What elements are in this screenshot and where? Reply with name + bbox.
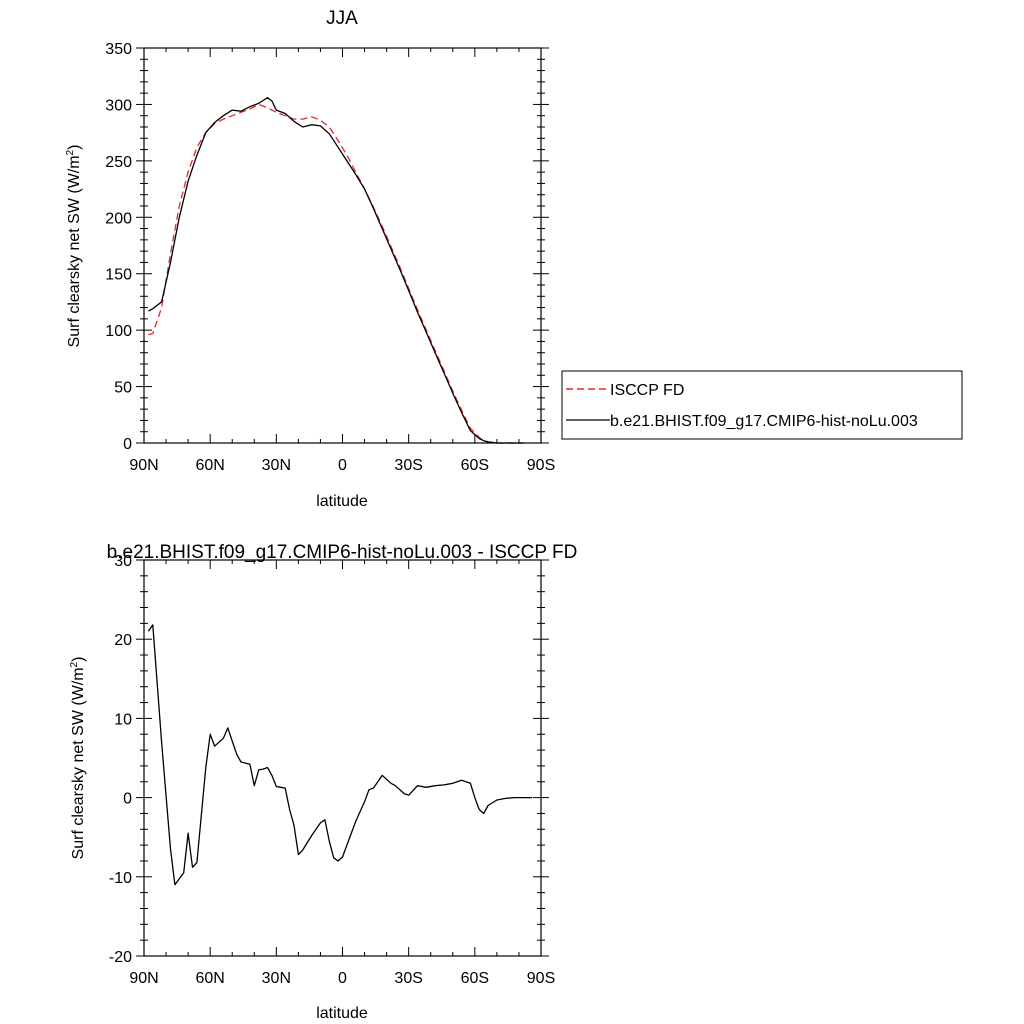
bottom-chart-y-tick-label: -10 — [109, 870, 132, 887]
top-chart-series-line-1 — [148, 97, 524, 444]
bottom-chart-ylabel-main: Surf clearsky net SW (W/m — [70, 667, 87, 859]
top-chart-x-tick-label: 90N — [129, 457, 158, 474]
top-chart-x-tick-label: 90S — [527, 457, 555, 474]
bottom-chart-y-tick-label: 30 — [114, 553, 132, 570]
top-chart-y-tick-labels: 0 50 100 150 200 250 300 350 — [105, 41, 132, 453]
bottom-chart-ylabel-sup: 2 — [69, 661, 80, 667]
bottom-chart-x-tick-labels: 90N 60N 30N 0 30S 60S 90S — [129, 970, 555, 987]
bottom-chart-series — [147, 624, 533, 886]
bottom-chart-y-tick-label: -20 — [109, 949, 132, 966]
bottom-chart-x-tick-label: 60N — [195, 970, 224, 987]
top-chart-y-tick-label: 150 — [105, 267, 132, 284]
bottom-chart-x-tick-label: 30S — [394, 970, 422, 987]
bottom-chart-x-tick-label: 30N — [262, 970, 291, 987]
legend-box — [561, 370, 963, 440]
bottom-chart-xlabel: latitude — [316, 1005, 368, 1022]
top-chart-ylabel: Surf clearsky net SW (W/m2) — [65, 145, 83, 348]
top-chart-y-tick-label: 0 — [123, 436, 132, 453]
top-chart-y-tick-label: 100 — [105, 323, 132, 340]
top-chart-x-tick-label: 60S — [461, 457, 489, 474]
top-chart-y-tick-label: 350 — [105, 41, 132, 58]
bottom-chart-y-tick-labels: -20 -10 0 10 20 30 — [109, 553, 132, 966]
top-chart-ticks — [136, 47, 549, 444]
bottom-chart-x-tick-label: 90S — [527, 970, 555, 987]
top-chart-x-tick-label: 0 — [338, 457, 347, 474]
top-chart-xlabel: latitude — [316, 493, 368, 510]
top-chart-x-tick-labels: 90N 60N 30N 0 30S 60S 90S — [129, 457, 555, 474]
bottom-chart-series-line-0 — [147, 624, 533, 886]
top-chart-series-line-0 — [148, 103, 524, 444]
bottom-chart-ticks — [136, 559, 549, 957]
bottom-chart-x-tick-label: 0 — [338, 970, 347, 987]
top-chart-ylabel-close: ) — [66, 145, 83, 150]
bottom-chart-x-tick-label: 90N — [129, 970, 158, 987]
top-chart: JJA 90N 60N 30N 0 30S 60S 90S 0 50 100 150 200 250 3… — [65, 8, 555, 510]
top-chart-x-tick-label: 30S — [394, 457, 422, 474]
top-chart-y-tick-label: 50 — [114, 380, 132, 397]
legend: ISCCP FD b.e21.BHIST.f09_g17.CMIP6-hist-… — [561, 370, 963, 440]
top-chart-x-tick-label: 60N — [195, 457, 224, 474]
top-chart-y-tick-label: 200 — [105, 210, 132, 227]
legend-label-model: b.e21.BHIST.f09_g17.CMIP6-hist-noLu.003 — [610, 413, 918, 430]
bottom-chart-y-tick-label: 0 — [123, 791, 132, 808]
top-chart-ylabel-sup: 2 — [65, 149, 76, 155]
bottom-chart: b.e21.BHIST.f09_g17.CMIP6-hist-noLu.003 … — [69, 542, 577, 1022]
top-chart-title: JJA — [326, 8, 358, 29]
top-chart-x-tick-label: 30N — [262, 457, 291, 474]
legend-label-isccp: ISCCP FD — [610, 382, 684, 399]
bottom-chart-title: b.e21.BHIST.f09_g17.CMIP6-hist-noLu.003 … — [107, 542, 578, 563]
bottom-chart-ylabel-close: ) — [70, 657, 87, 662]
bottom-chart-frame — [143, 559, 542, 957]
bottom-chart-x-tick-label: 60S — [461, 970, 489, 987]
top-chart-series — [148, 97, 524, 444]
top-chart-y-tick-label: 250 — [105, 154, 132, 171]
bottom-chart-y-tick-label: 20 — [114, 632, 132, 649]
top-chart-y-tick-label: 300 — [105, 97, 132, 114]
top-chart-frame — [143, 47, 542, 444]
bottom-chart-ylabel: Surf clearsky net SW (W/m2) — [69, 657, 87, 860]
bottom-chart-y-tick-label: 10 — [114, 711, 132, 728]
top-chart-ylabel-main: Surf clearsky net SW (W/m — [66, 155, 83, 347]
